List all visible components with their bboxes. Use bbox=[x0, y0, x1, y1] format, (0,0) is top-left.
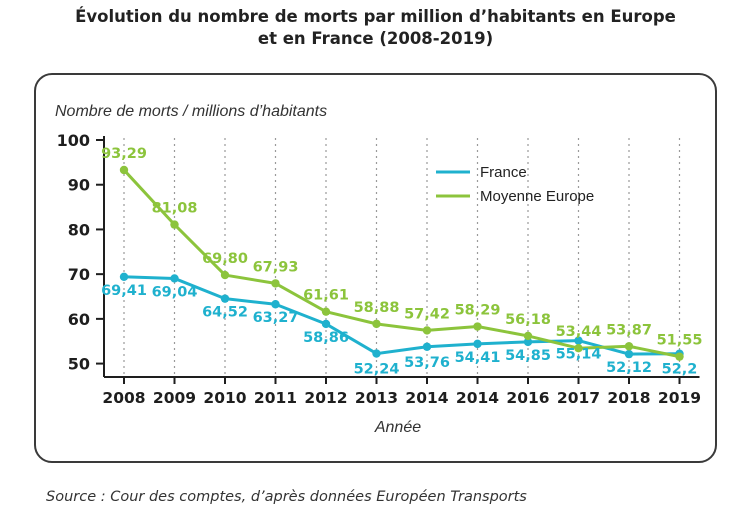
y-tick-label: 80 bbox=[68, 220, 90, 239]
data-point bbox=[321, 319, 331, 329]
data-point bbox=[271, 300, 280, 309]
data-point bbox=[624, 342, 634, 351]
data-label: 52,24 bbox=[354, 362, 400, 378]
data-label: 53,87 bbox=[606, 322, 652, 338]
y-tick-label: 90 bbox=[68, 176, 90, 195]
data-label: 55,14 bbox=[556, 347, 602, 363]
data-label: 69,04 bbox=[152, 284, 198, 300]
data-point bbox=[119, 272, 129, 281]
y-axis-title: Nombre de morts / millions d’habitants bbox=[55, 103, 327, 120]
data-label: 58,86 bbox=[303, 330, 349, 346]
data-point bbox=[422, 342, 432, 351]
x-tick-label: 2017 bbox=[557, 389, 600, 407]
y-tick-label: 100 bbox=[57, 131, 90, 150]
data-point bbox=[624, 349, 634, 359]
x-tick-label: 2012 bbox=[304, 389, 347, 407]
chart-panel bbox=[34, 73, 717, 463]
data-label: 52,2 bbox=[662, 362, 698, 378]
x-axis-title: Année bbox=[374, 419, 421, 436]
data-label: 93,29 bbox=[101, 146, 147, 162]
data-point bbox=[321, 307, 331, 316]
data-label: 52,12 bbox=[606, 360, 652, 376]
data-label: 57,42 bbox=[404, 306, 450, 322]
series-line-moyenne-europe bbox=[122, 168, 680, 359]
data-label: 61,61 bbox=[303, 288, 349, 304]
x-tick-label: 2014 bbox=[405, 389, 448, 407]
x-tick-label: 2010 bbox=[203, 389, 246, 407]
data-point bbox=[220, 294, 230, 303]
data-label: 53,44 bbox=[556, 324, 602, 340]
x-tick-label: 2008 bbox=[102, 389, 145, 407]
data-point bbox=[675, 352, 684, 361]
data-label: 53,76 bbox=[404, 355, 450, 371]
y-tick-label: 60 bbox=[68, 310, 90, 329]
x-tick-label: 2019 bbox=[658, 389, 701, 407]
data-label: 58,88 bbox=[354, 300, 400, 316]
data-label: 54,85 bbox=[505, 348, 551, 364]
data-point bbox=[372, 319, 381, 329]
source-note: Source : Cour des comptes, d’après donné… bbox=[46, 489, 527, 505]
data-point bbox=[473, 322, 482, 331]
series-line-france bbox=[123, 275, 680, 356]
data-label: 64,52 bbox=[202, 305, 248, 321]
x-tick-label: 2013 bbox=[355, 389, 398, 407]
x-tick-label: 2014 bbox=[456, 389, 499, 407]
chart-title: Évolution du nombre de morts par million… bbox=[0, 6, 751, 50]
legend-label: France bbox=[480, 164, 527, 181]
data-label: 54,41 bbox=[455, 350, 501, 366]
legend-label: Moyenne Europe bbox=[480, 188, 594, 205]
chart-title-line-1: Évolution du nombre de morts par million… bbox=[75, 7, 676, 26]
data-point bbox=[170, 274, 179, 283]
data-label: 67,93 bbox=[253, 259, 299, 275]
chart-title-line-2: et en France (2008-2019) bbox=[257, 29, 494, 48]
x-tick-label: 2009 bbox=[153, 389, 196, 407]
data-label: 69,41 bbox=[101, 283, 147, 299]
data-label: 81,08 bbox=[152, 201, 198, 217]
data-point bbox=[170, 220, 179, 229]
data-label: 63,27 bbox=[253, 310, 299, 326]
data-point bbox=[523, 331, 533, 341]
data-point bbox=[422, 326, 432, 335]
x-tick-label: 2018 bbox=[607, 389, 650, 407]
data-label: 69,80 bbox=[202, 251, 248, 267]
data-point bbox=[473, 339, 482, 349]
data-point bbox=[119, 165, 129, 175]
data-point bbox=[220, 270, 230, 280]
data-point bbox=[574, 344, 583, 353]
data-point bbox=[523, 337, 533, 347]
y-tick-label: 50 bbox=[68, 355, 90, 374]
data-point bbox=[574, 336, 583, 345]
data-point bbox=[271, 279, 280, 288]
data-label: 51,55 bbox=[657, 333, 703, 349]
data-label: 58,29 bbox=[455, 303, 501, 319]
y-tick-label: 70 bbox=[68, 265, 90, 284]
data-point bbox=[372, 349, 381, 358]
data-label: 56,18 bbox=[505, 312, 551, 328]
x-tick-label: 2011 bbox=[254, 389, 297, 407]
x-tick-label: 2016 bbox=[506, 389, 549, 407]
